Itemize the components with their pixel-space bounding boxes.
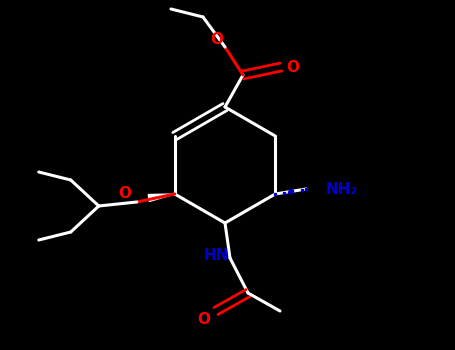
Text: O: O (287, 60, 299, 75)
Text: O: O (211, 32, 223, 47)
Text: O: O (197, 312, 211, 327)
Polygon shape (148, 194, 175, 202)
Text: O: O (118, 187, 131, 202)
Text: NH₂: NH₂ (325, 182, 357, 196)
Text: HN: HN (203, 248, 229, 264)
